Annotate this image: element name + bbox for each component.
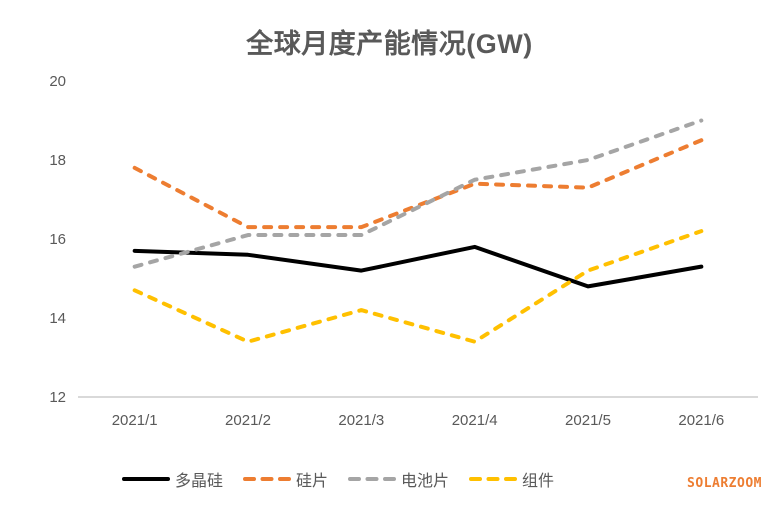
chart-title: 全球月度产能情况(GW): [246, 29, 533, 59]
x-tick-label: 2021/5: [565, 412, 611, 429]
legend-label-wafer: 硅片: [296, 473, 329, 490]
y-tick-label: 12: [49, 389, 66, 406]
legend-line-sample-polysilicon: [122, 477, 170, 481]
legend-label-cell: 电池片: [401, 473, 450, 490]
legend-label-polysilicon: 多晶硅: [175, 473, 224, 490]
legend-item-module: 组件: [469, 467, 554, 491]
legend-item-cell: 电池片: [348, 467, 449, 491]
legend-line-sample-wafer: [243, 477, 292, 481]
x-tick-label: 2021/6: [678, 412, 725, 429]
legend-item-wafer: 硅片: [243, 467, 328, 491]
x-tick-label: 2021/4: [451, 412, 498, 429]
series-line-module: [132, 229, 704, 344]
solarzoom-watermark: SOLARZOOM: [687, 476, 762, 491]
y-tick-label: 16: [49, 231, 66, 248]
x-tick-label: 2021/3: [338, 412, 385, 429]
series-line-wafer: [132, 138, 704, 230]
series-line-polysilicon: [132, 244, 704, 289]
legend-line-sample-module: [469, 477, 518, 481]
legend: 多晶硅 硅片 电池片 组件: [122, 468, 554, 490]
legend-item-polysilicon: 多晶硅: [122, 467, 223, 491]
x-tick-label: 2021/1: [111, 412, 158, 429]
x-tick-label: 2021/2: [225, 412, 271, 429]
y-tick-label: 18: [49, 152, 66, 169]
series-line-cell: [132, 118, 704, 269]
y-tick-label: 20: [49, 73, 66, 90]
y-tick-label: 14: [49, 310, 66, 327]
legend-line-sample-cell: [348, 477, 397, 481]
legend-label-module: 组件: [522, 473, 555, 490]
